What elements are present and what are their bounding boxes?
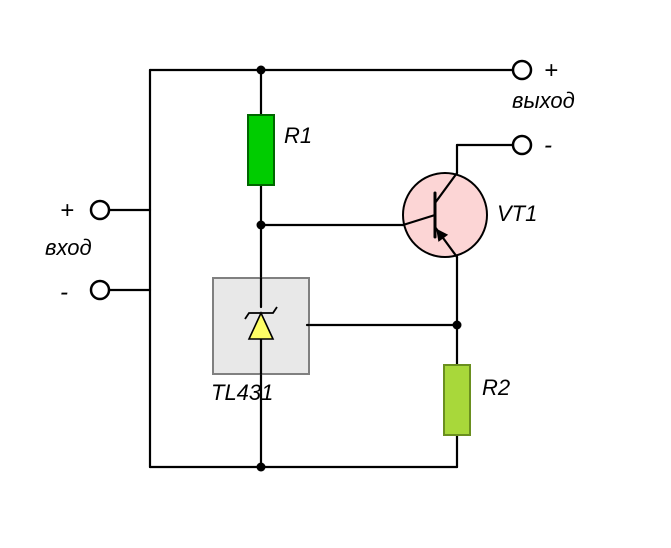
label-vt1: VT1: [497, 201, 537, 226]
resistor-r1: [248, 115, 274, 185]
label-ic: TL431: [211, 380, 273, 405]
terminal-out-plus: [513, 61, 531, 79]
terminal-out-minus: [513, 136, 531, 154]
label-r1: R1: [284, 123, 312, 148]
resistor-r2: [444, 365, 470, 435]
label-r2: R2: [482, 375, 510, 400]
label-in-plus: +: [60, 197, 74, 224]
label-out-text: выход: [512, 88, 575, 113]
terminal-in-minus: [91, 281, 109, 299]
label-in-text: вход: [45, 235, 92, 260]
label-out-minus: -: [544, 132, 552, 159]
terminal-in-plus: [91, 201, 109, 219]
label-out-plus: +: [544, 57, 558, 84]
transistor-vt1: [403, 173, 487, 257]
label-in-minus: -: [60, 279, 68, 306]
